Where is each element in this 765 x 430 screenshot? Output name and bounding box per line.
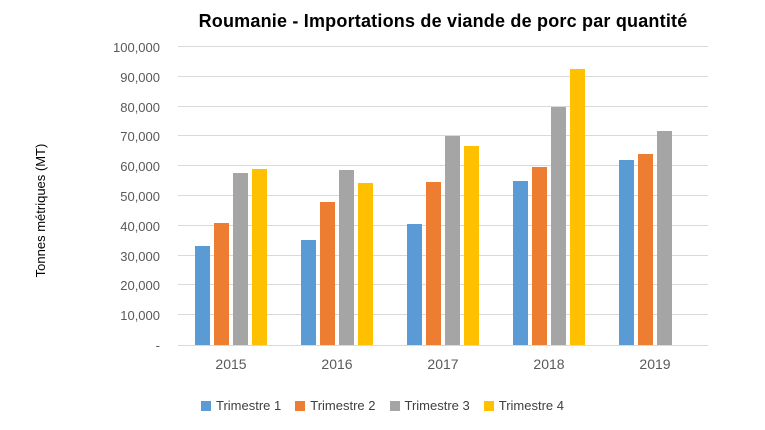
- legend-item-trimestre-3: Trimestre 3: [389, 398, 470, 413]
- x-tick-label-2018: 2018: [533, 356, 565, 372]
- y-tick-label: 90,000: [120, 69, 160, 85]
- legend-item-trimestre-1: Trimestre 1: [201, 398, 281, 413]
- plot-area: [178, 46, 708, 346]
- y-tick-label: 10,000: [120, 308, 160, 324]
- bar-trimestre-2-2016: [320, 202, 335, 345]
- gridline: [178, 224, 708, 226]
- bar-trimestre-1-2015: [195, 246, 210, 345]
- bar-trimestre-3-2016: [339, 170, 354, 345]
- gridline: [178, 75, 708, 77]
- chart-title: Roumanie - Importations de viande de por…: [198, 11, 688, 31]
- y-tick-label: -: [155, 338, 160, 353]
- bar-trimestre-3-2015: [233, 173, 248, 345]
- bar-trimestre-1-2018: [513, 181, 528, 345]
- x-tick-label-2019: 2019: [639, 356, 671, 372]
- bar-trimestre-1-2019: [619, 160, 634, 345]
- bar-trimestre-3-2019: [657, 131, 672, 345]
- gridline: [178, 195, 708, 196]
- gridline: [178, 105, 708, 107]
- gridline: [178, 254, 708, 256]
- y-tick-label: 20,000: [120, 278, 160, 294]
- y-tick-label: 70,000: [120, 129, 160, 145]
- bar-trimestre-2-2015: [214, 223, 229, 345]
- legend-swatch-icon: [389, 400, 400, 411]
- bar-trimestre-3-2018: [551, 107, 566, 345]
- bar-trimestre-4-2016: [358, 183, 373, 345]
- y-tick-label: 30,000: [120, 248, 160, 264]
- legend-label: Trimestre 3: [404, 398, 470, 413]
- y-tick-label: 100,000: [113, 40, 160, 55]
- gridline: [178, 284, 708, 286]
- y-axis-title: Tonnes métriques (MT): [33, 143, 48, 278]
- gridline: [178, 314, 708, 316]
- y-tick-label: 60,000: [120, 159, 160, 175]
- legend-swatch-icon: [201, 400, 211, 411]
- legend-item-trimestre-2: Trimestre 2: [295, 398, 376, 413]
- bar-trimestre-4-2018: [570, 69, 585, 345]
- gridline: [178, 46, 708, 47]
- bar-trimestre-4-2015: [252, 169, 267, 345]
- legend-swatch-icon: [295, 400, 306, 411]
- bar-trimestre-1-2016: [301, 240, 316, 345]
- gridline: [178, 165, 708, 167]
- x-tick-label-2015: 2015: [215, 356, 247, 372]
- y-tick-label: 50,000: [120, 189, 160, 204]
- x-tick-label-2017: 2017: [427, 356, 459, 372]
- legend-label: Trimestre 4: [498, 398, 564, 413]
- gridline: [178, 135, 708, 137]
- y-tick-label: 80,000: [120, 99, 160, 115]
- legend: Trimestre 1 Trimestre 2 Trimestre 3 Trimest…: [0, 398, 765, 413]
- bar-trimestre-3-2017: [445, 136, 460, 345]
- legend-item-trimestre-4: Trimestre 4: [483, 398, 564, 413]
- bar-trimestre-2-2018: [532, 167, 547, 345]
- bar-trimestre-2-2017: [426, 182, 441, 345]
- legend-label: Trimestre 1: [216, 398, 282, 413]
- bar-trimestre-1-2017: [407, 224, 422, 345]
- legend-swatch-icon: [483, 400, 494, 411]
- bar-trimestre-4-2017: [464, 146, 479, 345]
- legend-label: Trimestre 2: [310, 398, 376, 413]
- bar-trimestre-2-2019: [638, 154, 653, 345]
- x-tick-label-2016: 2016: [321, 356, 353, 372]
- y-tick-label: 40,000: [120, 218, 160, 234]
